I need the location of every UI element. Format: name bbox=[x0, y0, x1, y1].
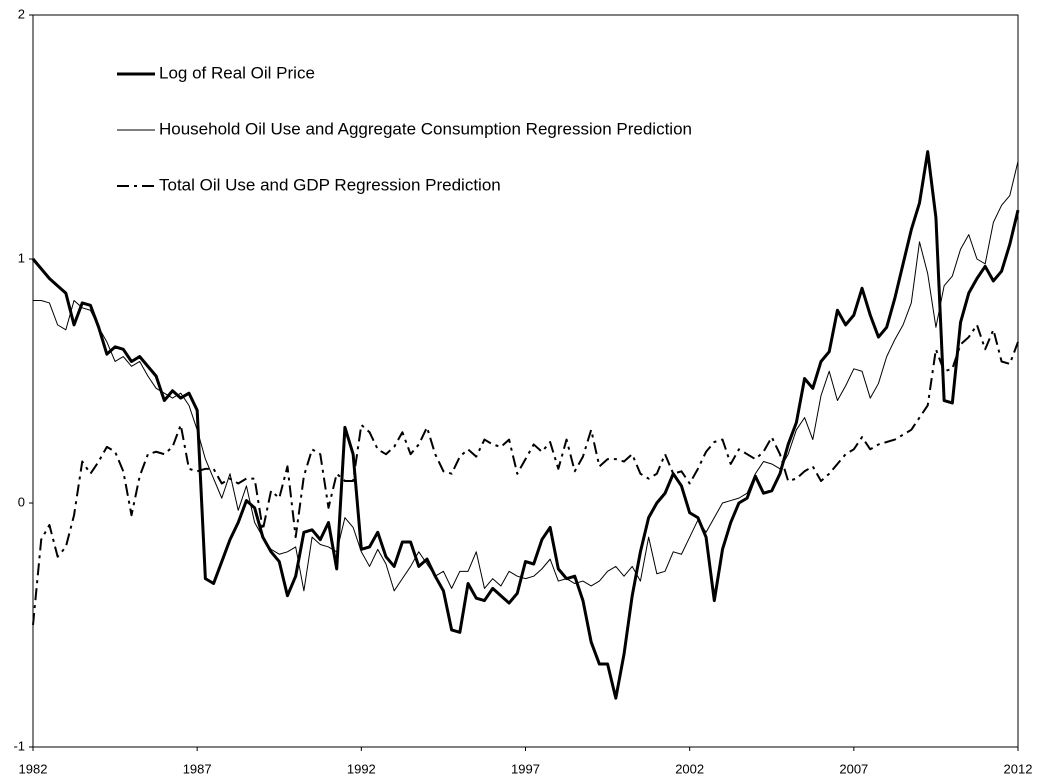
series-line bbox=[33, 161, 1019, 592]
y-tick-label: 2 bbox=[18, 6, 25, 21]
x-tick-label: 1992 bbox=[347, 761, 376, 776]
x-tick-label: 1997 bbox=[511, 761, 540, 776]
legend-label: Total Oil Use and GDP Regression Predict… bbox=[159, 175, 501, 194]
legend-label: Log of Real Oil Price bbox=[159, 63, 315, 82]
y-tick-label: 1 bbox=[18, 250, 25, 265]
series-line bbox=[32, 323, 1019, 626]
y-tick-label: -1 bbox=[13, 738, 25, 753]
legend: Log of Real Oil Price Household Oil Use a… bbox=[117, 63, 692, 194]
x-tick-label: 1987 bbox=[183, 761, 212, 776]
x-tick-label: 1982 bbox=[19, 761, 48, 776]
y-tick-label: 0 bbox=[18, 494, 25, 509]
x-tick-label: 2012 bbox=[1004, 761, 1033, 776]
legend-label: Household Oil Use and Aggregate Consumpt… bbox=[159, 119, 692, 138]
x-tick-label: 2002 bbox=[675, 761, 704, 776]
series-line bbox=[31, 150, 1020, 700]
x-tick-label: 2007 bbox=[839, 761, 868, 776]
